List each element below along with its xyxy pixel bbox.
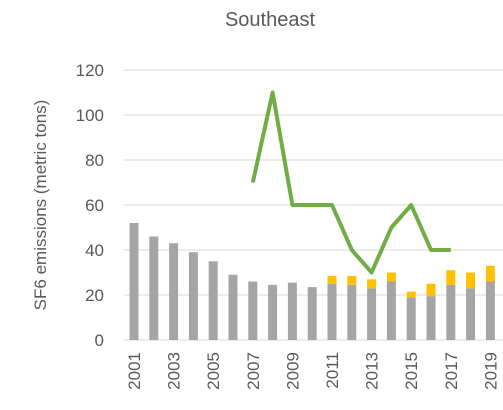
x-tick-label: 2009 xyxy=(283,352,302,390)
bar xyxy=(228,274,238,340)
y-tick-label: 120 xyxy=(76,61,104,80)
bar xyxy=(347,284,357,340)
bar xyxy=(446,270,456,285)
x-tick-label: 2015 xyxy=(402,352,421,390)
bar xyxy=(386,272,396,282)
bar xyxy=(426,283,436,297)
bar xyxy=(268,284,278,340)
x-tick-label: 2019 xyxy=(481,352,500,390)
bar xyxy=(188,252,198,340)
bar xyxy=(129,223,139,340)
bar xyxy=(307,287,317,340)
bar xyxy=(446,284,456,340)
bar xyxy=(367,288,377,340)
bar xyxy=(169,243,179,340)
x-tick-label: 2011 xyxy=(323,352,342,389)
y-tick-label: 80 xyxy=(85,151,104,170)
y-tick-label: 40 xyxy=(85,241,104,260)
bar xyxy=(327,283,337,340)
x-tick-label: 2003 xyxy=(165,352,184,390)
bar xyxy=(466,272,476,289)
bar xyxy=(426,296,436,340)
x-tick-label: 2005 xyxy=(204,352,223,390)
x-tick-label: 2017 xyxy=(442,352,461,390)
y-tick-label: 60 xyxy=(85,196,104,215)
bar xyxy=(485,281,495,340)
bar xyxy=(347,275,357,285)
y-axis-label: SF6 emissions (metric tons) xyxy=(31,100,50,311)
y-tick-label: 0 xyxy=(95,331,104,350)
chart-title: Southeast xyxy=(225,9,316,31)
bar xyxy=(406,297,416,340)
x-tick-label: 2013 xyxy=(363,352,382,390)
x-tick-label: 2007 xyxy=(244,352,263,390)
bar xyxy=(149,236,159,340)
bar xyxy=(248,281,258,340)
bar xyxy=(406,291,416,298)
bar xyxy=(287,282,297,340)
bar xyxy=(466,288,476,340)
x-tick-label: 2001 xyxy=(125,352,144,390)
bar xyxy=(485,265,495,282)
y-tick-label: 20 xyxy=(85,286,104,305)
bar xyxy=(367,279,377,289)
y-tick-label: 100 xyxy=(76,106,104,125)
bar xyxy=(386,281,396,340)
bar xyxy=(327,275,337,284)
bar xyxy=(208,261,218,340)
line xyxy=(250,90,451,275)
